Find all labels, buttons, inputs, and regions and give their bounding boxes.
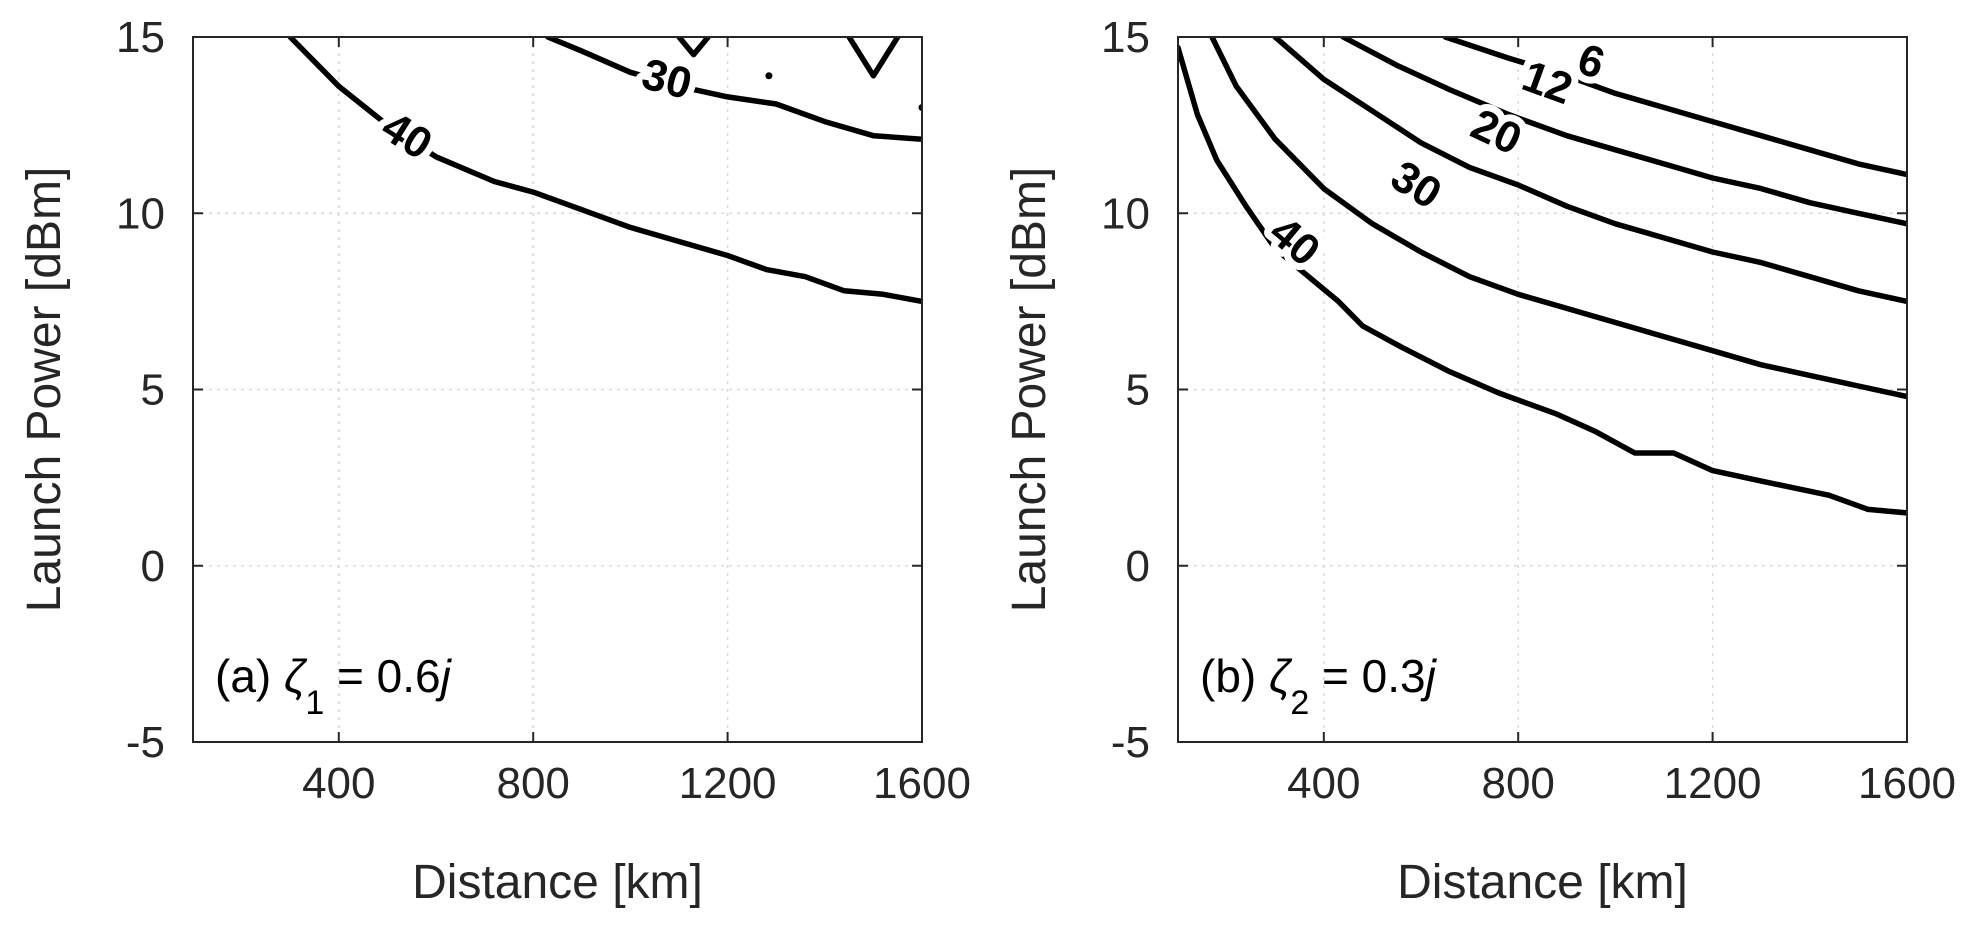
x-tick-label: 400 — [1287, 759, 1360, 808]
contour-label-20: 20 — [1464, 100, 1529, 165]
contour-line-fragment-2 — [676, 37, 711, 58]
y-tick-label: 5 — [1126, 366, 1150, 415]
panel-relation: = 0.6 — [324, 650, 440, 702]
panel-annotation: (a) ζ1 = 0.6j — [215, 650, 453, 722]
x-tick-label: 1600 — [1858, 759, 1956, 808]
contour-group — [287, 37, 922, 305]
y-axis-label: Launch Power [dBm] — [18, 167, 71, 613]
contour-label-6: 6 — [1572, 35, 1610, 89]
contour-dot — [765, 72, 773, 80]
panel-annotation: (b) ζ2 = 0.3j — [1200, 650, 1438, 722]
panel-a: 40 30 400 800 1200 1600 -5 0 5 10 15 Distance [km] L… — [18, 13, 971, 909]
x-axis-label: Distance [km] — [1397, 856, 1688, 909]
contour-line-6 — [1442, 37, 1907, 178]
panel-relation: = 0.3 — [1309, 650, 1425, 702]
axes-box — [192, 36, 923, 743]
panel-subscript: 1 — [305, 684, 324, 722]
y-tick-label: 0 — [141, 542, 165, 591]
contour-label-40: 40 — [373, 102, 440, 169]
y-tick-label: 15 — [1101, 13, 1150, 62]
panel-symbol: ζ — [284, 650, 308, 702]
x-tick-label: 800 — [496, 759, 569, 808]
contour-line-40 — [287, 37, 922, 305]
contour-line-20 — [1272, 37, 1907, 305]
x-tick-label: 1600 — [873, 759, 971, 808]
x-tick-label: 1200 — [1664, 759, 1762, 808]
contour-label-30: 30 — [637, 49, 697, 109]
contour-line-30 — [1209, 37, 1907, 400]
y-tick-label: -5 — [1111, 718, 1150, 767]
contour-group — [1178, 37, 1907, 516]
y-axis-label: Launch Power [dBm] — [1003, 167, 1056, 613]
y-tick-label: 5 — [141, 366, 165, 415]
y-tick-label: -5 — [126, 718, 165, 767]
x-tick-label: 800 — [1481, 759, 1554, 808]
x-tick-label: 400 — [302, 759, 375, 808]
x-axis-label: Distance [km] — [412, 856, 703, 909]
contour-label-30: 30 — [1382, 151, 1449, 218]
panel-subscript: 2 — [1290, 684, 1309, 722]
contour-line-30 — [545, 37, 922, 142]
y-tick-label: 15 — [116, 13, 165, 62]
panel-symbol: ζ — [1269, 650, 1293, 702]
contour-line-12 — [1340, 37, 1907, 227]
contour-line-fragment-3 — [846, 37, 901, 79]
y-tick-label: 0 — [1126, 542, 1150, 591]
contour-line-40 — [1178, 44, 1907, 516]
y-tick-label: 10 — [1101, 189, 1150, 238]
panel-prefix: (b) — [1200, 650, 1269, 702]
contour-label-40: 40 — [1260, 207, 1329, 276]
axes-box — [1177, 36, 1908, 743]
x-tick-label: 1200 — [679, 759, 777, 808]
y-tick-label: 10 — [116, 189, 165, 238]
panel-prefix: (a) — [215, 650, 284, 702]
